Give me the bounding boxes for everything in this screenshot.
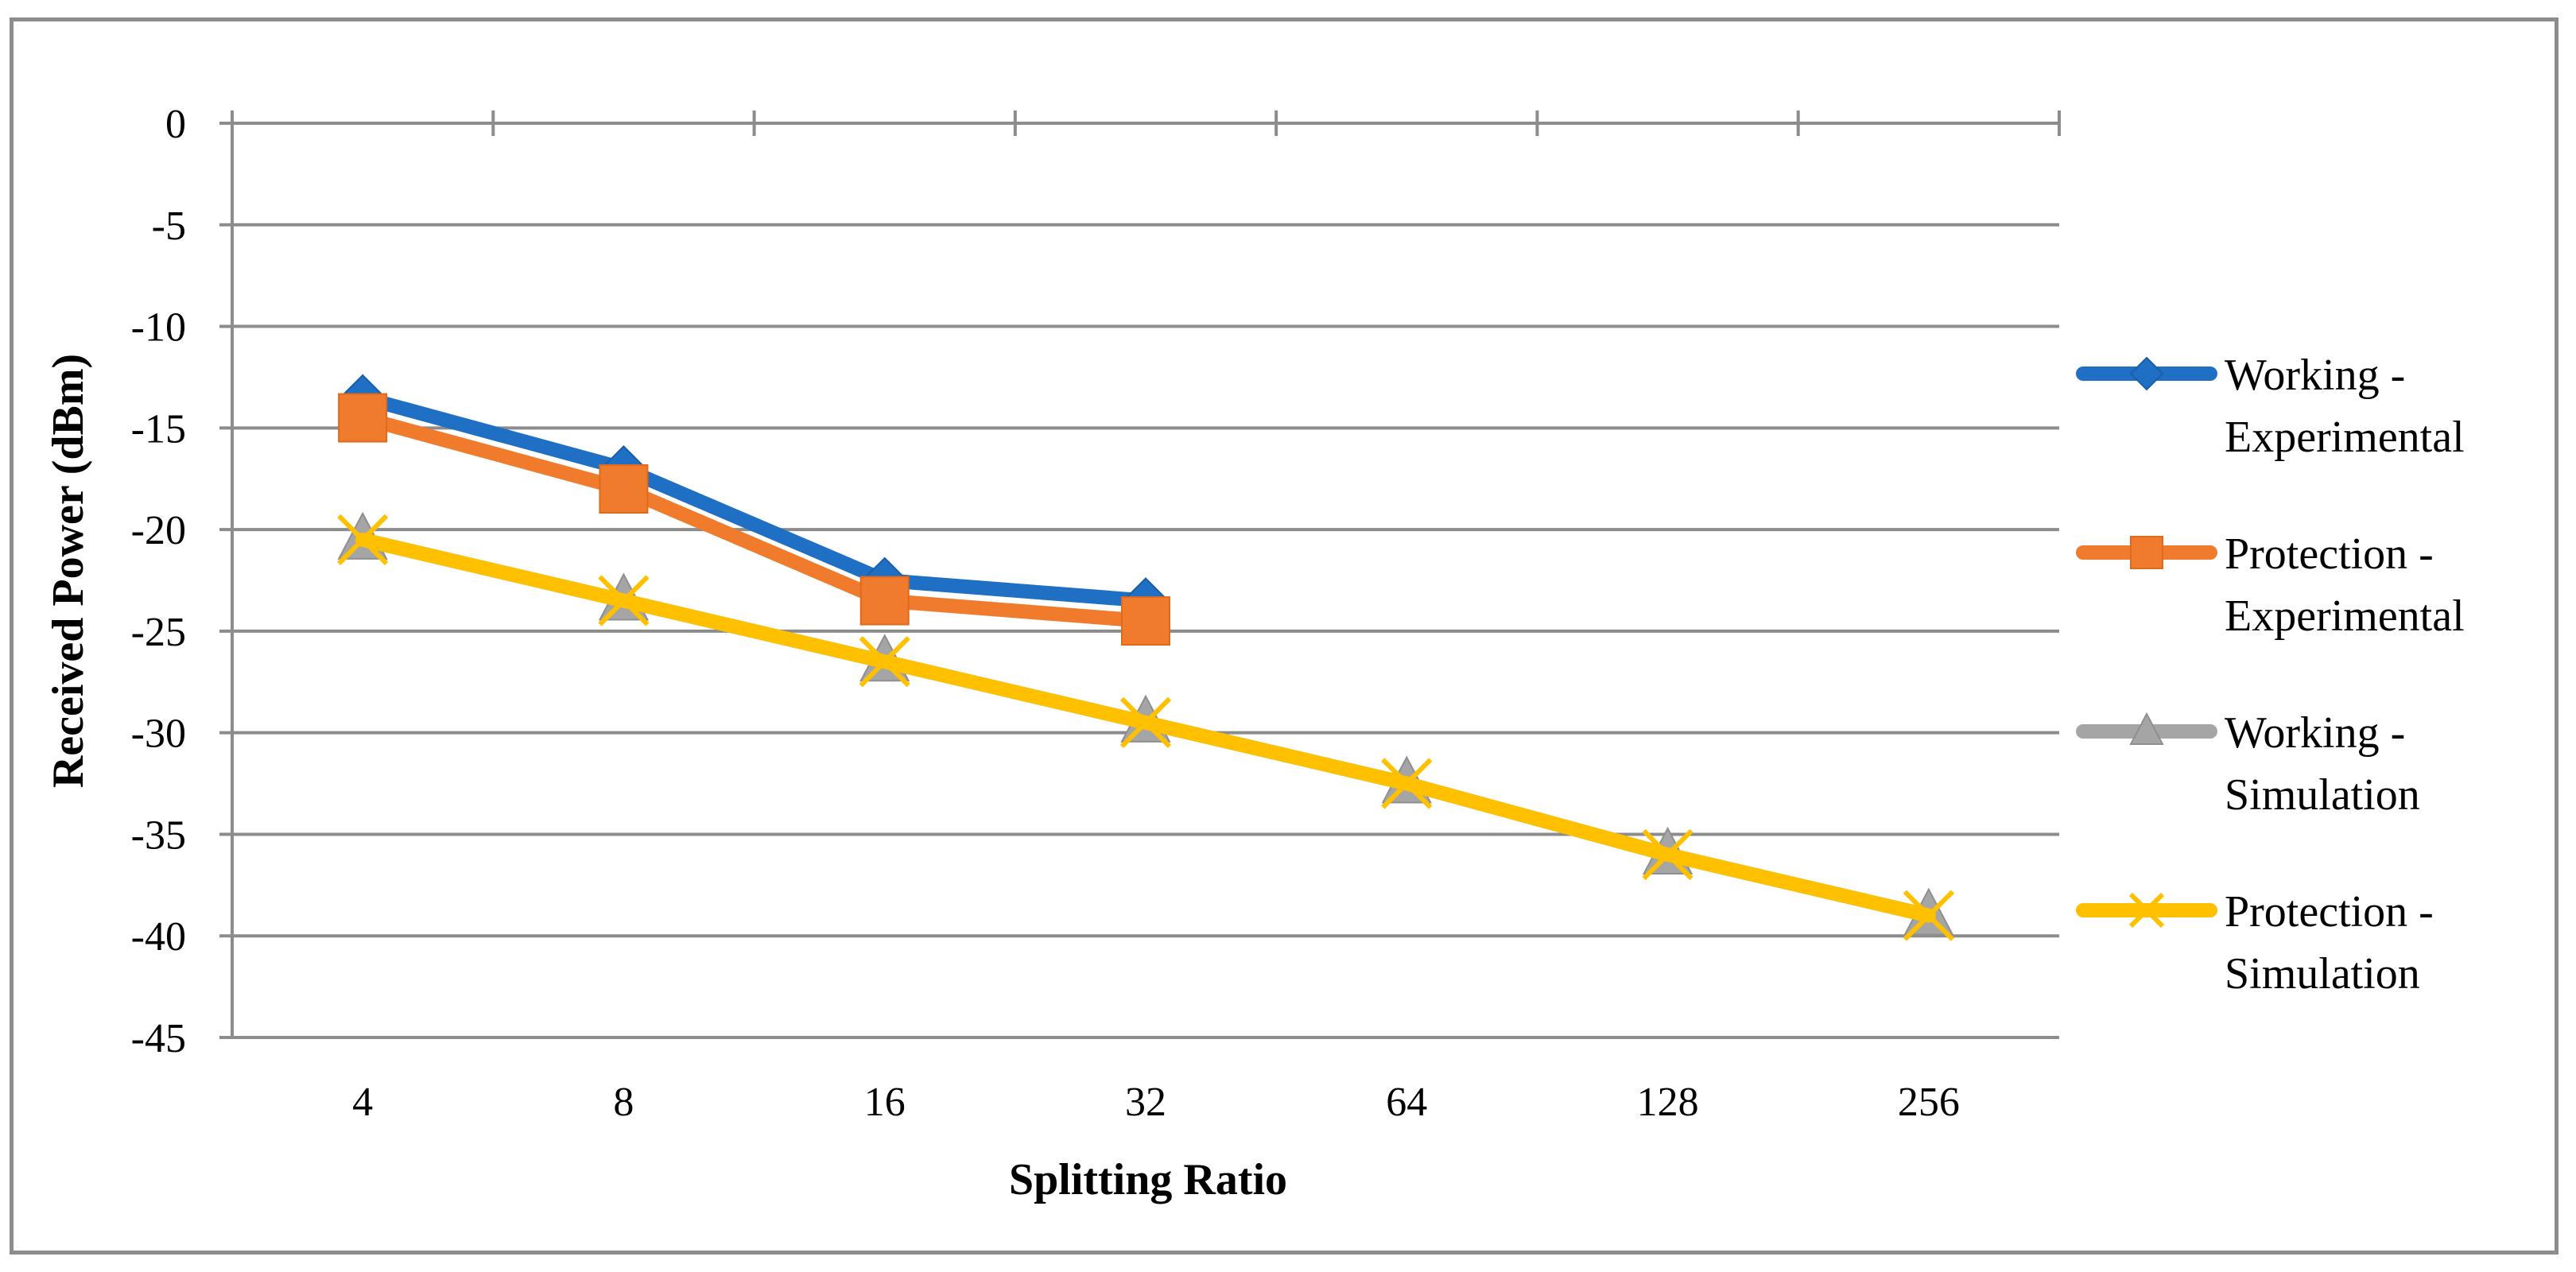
y-tick-label: -30 [131,712,186,757]
data-point [599,464,649,514]
legend-label: Experimental [2225,591,2465,641]
x-tick-label: 32 [1125,1080,1166,1125]
x-tick-label: 16 [864,1080,906,1125]
x-tick-label: 256 [1898,1080,1960,1125]
y-tick-label: -20 [131,508,186,553]
data-point [338,393,388,443]
y-tick-label: -25 [131,610,186,655]
series-working-experimental [339,374,1170,624]
data-point [337,514,389,566]
y-tick-label: -35 [131,812,186,858]
y-tick-label: -5 [152,204,186,249]
series-line [355,390,1153,608]
series [337,374,1954,941]
legend-swatch-marker [2128,892,2165,929]
axes: 0 -5 -10 -15 -20 -25 -30 -35 -40 -45 4 8 16 32 64 128 25… [131,102,2061,1125]
legend-label: Simulation [2225,770,2420,820]
legend-label: Protection - [2225,529,2434,579]
legend-label: Protection - [2225,887,2434,937]
legend-swatch-marker [2130,536,2163,569]
series-line [355,410,1153,629]
legend: Working - Experimental Protection - Experim… [2076,351,2465,999]
y-tick-label: -45 [131,1016,186,1061]
legend-label: Working - [2225,351,2405,400]
data-point [1381,758,1433,809]
y-axis-title: Received Power (dBm) [44,354,93,788]
series-protection-simulation [337,514,1954,941]
legend-label: Simulation [2225,949,2420,999]
legend-entry: Protection - Simulation [2076,887,2434,999]
legend-entry: Working - Experimental [2076,351,2465,462]
x-tick-label: 4 [352,1080,373,1125]
data-point [859,576,910,626]
chart-frame [10,17,2559,1255]
data-point [1903,890,1954,941]
data-point [859,636,910,688]
x-tick-label: 64 [1386,1080,1427,1125]
y-tick-label: -15 [131,406,186,452]
gridlines [232,122,2059,938]
series-protection-experimental [338,393,1170,646]
legend-entry: Protection - Experimental [2076,529,2465,641]
legend-label: Experimental [2225,413,2465,462]
y-tick-label: -40 [131,914,186,960]
x-axis-title: Splitting Ratio [1009,1155,1287,1204]
data-point [1642,828,1693,881]
legend-swatch-marker [2129,712,2164,745]
y-tick-label: 0 [165,102,186,147]
x-tick-label: 128 [1637,1080,1699,1125]
legend-entry: Working - Simulation [2076,708,2420,820]
data-point [1121,596,1170,646]
x-tick-label: 8 [613,1080,634,1125]
legend-swatch-marker [2129,356,2164,391]
data-point [598,575,650,626]
legend-label: Working - [2225,708,2405,758]
data-point [1119,696,1172,749]
y-tick-label: -10 [131,305,186,351]
